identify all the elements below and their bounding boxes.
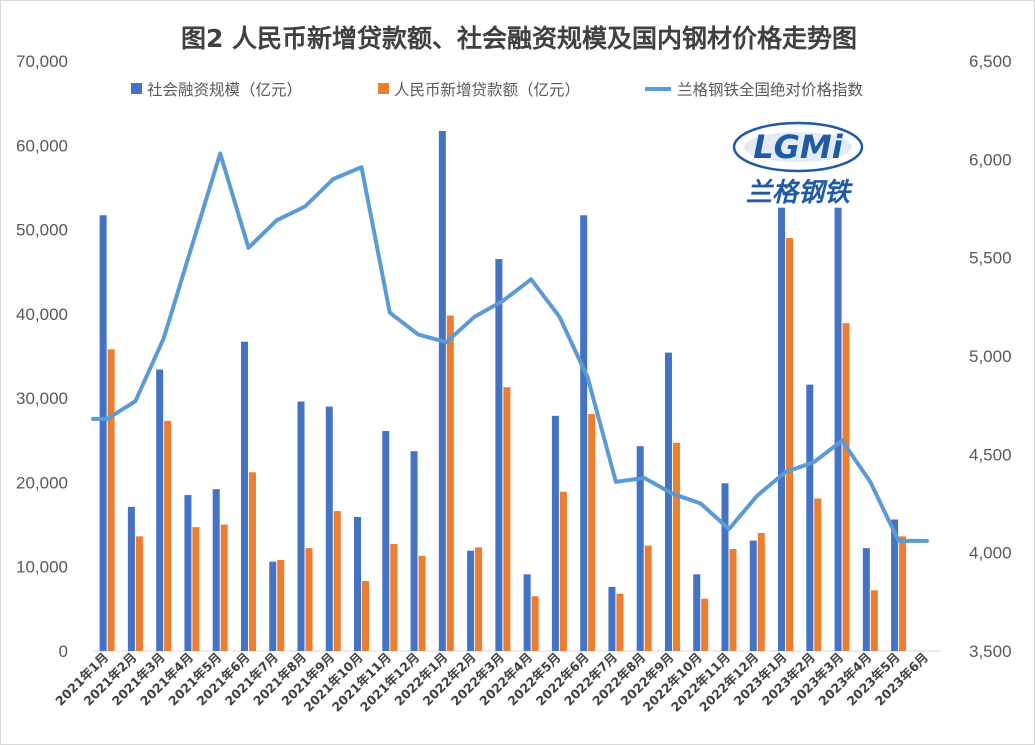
bar-new-loans bbox=[164, 420, 172, 651]
bar-social-financing bbox=[551, 415, 559, 651]
bar-new-loans bbox=[135, 536, 143, 651]
bar-new-loans bbox=[107, 349, 115, 651]
logo-top-text: LGMi bbox=[753, 128, 844, 166]
bar-social-financing bbox=[721, 483, 729, 651]
bar-social-financing bbox=[636, 446, 644, 651]
logo-fill bbox=[744, 132, 852, 162]
bar-new-loans bbox=[248, 472, 256, 651]
line-layer bbox=[91, 151, 929, 543]
y-left-tick-label: 60,000 bbox=[16, 136, 68, 155]
bar-new-loans bbox=[418, 555, 426, 651]
bar-social-financing bbox=[184, 495, 192, 651]
bar-new-loans bbox=[672, 442, 680, 651]
y-left-tick-label: 50,000 bbox=[16, 221, 68, 240]
bar-new-loans bbox=[786, 238, 794, 651]
bar-social-financing bbox=[297, 401, 305, 651]
bar-social-financing bbox=[664, 352, 672, 651]
y-right-tick-label: 5,500 bbox=[969, 249, 1012, 268]
bar-social-financing bbox=[382, 431, 390, 651]
bar-social-financing bbox=[325, 406, 333, 651]
y-left-tick-label: 40,000 bbox=[16, 305, 68, 324]
legend-label: 人民币新增贷款额（亿元） bbox=[394, 81, 580, 99]
legend-swatch bbox=[131, 83, 142, 94]
bar-social-financing bbox=[99, 215, 107, 651]
y-left-tick-label: 0 bbox=[59, 642, 68, 661]
legend-label: 兰格钢铁全国绝对价格指数 bbox=[677, 81, 864, 99]
bar-social-financing bbox=[156, 369, 164, 651]
bar-social-financing bbox=[834, 207, 842, 651]
y-left-tick-label: 20,000 bbox=[16, 473, 68, 492]
bar-social-financing bbox=[608, 586, 616, 651]
bar-new-loans bbox=[757, 533, 765, 651]
y-right-tick-label: 3,500 bbox=[969, 642, 1012, 661]
legend-label: 社会融资规模（亿元） bbox=[147, 81, 302, 99]
bars-layer bbox=[99, 130, 907, 651]
bar-new-loans bbox=[503, 387, 511, 651]
logo-ring bbox=[732, 121, 864, 173]
bar-social-financing bbox=[212, 489, 220, 651]
bar-new-loans bbox=[531, 596, 539, 651]
y-left-tick-label: 30,000 bbox=[16, 389, 68, 408]
bar-new-loans bbox=[333, 511, 341, 651]
bar-new-loans bbox=[559, 491, 567, 651]
bar-new-loans bbox=[814, 498, 822, 651]
bar-social-financing bbox=[240, 341, 248, 651]
bar-social-financing bbox=[806, 384, 814, 651]
bar-new-loans bbox=[644, 545, 652, 651]
bar-new-loans bbox=[842, 323, 850, 651]
y-left-tick-label: 70,000 bbox=[16, 52, 68, 71]
bar-social-financing bbox=[749, 540, 757, 651]
legend-swatch bbox=[378, 83, 389, 94]
bar-social-financing bbox=[127, 506, 135, 651]
price-index-line bbox=[91, 151, 929, 543]
bar-new-loans bbox=[277, 559, 285, 651]
bar-social-financing bbox=[354, 516, 362, 651]
bar-social-financing bbox=[410, 451, 418, 651]
bar-social-financing bbox=[269, 561, 277, 651]
legend: 社会融资规模（亿元） 人民币新增贷款额（亿元） 兰格钢铁全国绝对价格指数 bbox=[131, 81, 864, 99]
brand-logo: LGMi 兰格钢铁 bbox=[732, 121, 864, 208]
bar-social-financing bbox=[523, 574, 531, 651]
bar-social-financing bbox=[862, 548, 870, 651]
bar-new-loans bbox=[899, 536, 907, 651]
chart-title: 图2 人民币新增贷款额、社会融资规模及国内钢材价格走势图 bbox=[181, 24, 857, 53]
bar-social-financing bbox=[778, 207, 786, 651]
bar-new-loans bbox=[870, 590, 878, 651]
logo-bottom-text: 兰格钢铁 bbox=[746, 178, 854, 208]
bar-new-loans bbox=[446, 315, 454, 651]
y-right-tick-label: 4,000 bbox=[969, 544, 1012, 563]
bar-new-loans bbox=[390, 543, 398, 651]
bar-new-loans bbox=[305, 548, 313, 651]
y-left-tick-label: 10,000 bbox=[16, 558, 68, 577]
bar-new-loans bbox=[220, 524, 228, 651]
bar-social-financing bbox=[891, 519, 899, 651]
bar-new-loans bbox=[729, 549, 737, 651]
bar-social-financing bbox=[467, 550, 475, 651]
y-right-tick-label: 5,000 bbox=[969, 347, 1012, 366]
bar-new-loans bbox=[362, 581, 370, 651]
bar-new-loans bbox=[701, 598, 709, 651]
y-right-tick-label: 6,500 bbox=[969, 52, 1012, 71]
bar-new-loans bbox=[588, 414, 596, 651]
bar-social-financing bbox=[693, 574, 701, 651]
y-right-tick-label: 4,500 bbox=[969, 445, 1012, 464]
y-right-tick-label: 6,000 bbox=[969, 150, 1012, 169]
bar-new-loans bbox=[475, 547, 483, 651]
bar-social-financing bbox=[438, 130, 446, 651]
bar-new-loans bbox=[192, 527, 200, 651]
bar-new-loans bbox=[616, 593, 624, 651]
bar-social-financing bbox=[495, 259, 503, 651]
bar-social-financing bbox=[580, 215, 588, 651]
